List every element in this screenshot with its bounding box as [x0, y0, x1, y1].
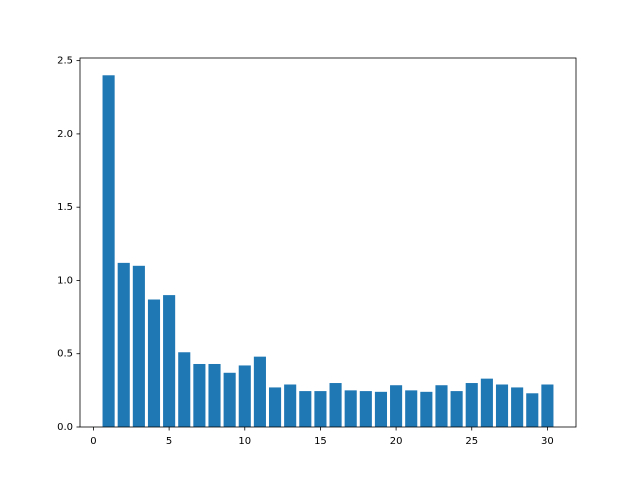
bar	[329, 383, 342, 427]
bar	[435, 385, 448, 427]
bar	[495, 384, 509, 427]
x-tick-label: 25	[465, 436, 478, 447]
bar	[117, 262, 130, 427]
bar	[253, 356, 266, 427]
bar	[208, 363, 221, 427]
bar	[238, 365, 251, 427]
y-tick-label: 1.0	[57, 275, 73, 286]
bar	[420, 391, 433, 427]
x-tick-label: 10	[238, 436, 251, 447]
bar	[344, 390, 357, 427]
x-tick-label: 20	[390, 436, 403, 447]
bar	[178, 352, 191, 427]
y-tick-label: 2.0	[57, 129, 73, 140]
bar	[223, 372, 236, 427]
bar	[480, 378, 493, 427]
bar	[405, 390, 418, 427]
bar	[374, 391, 388, 427]
bar	[314, 391, 327, 427]
bar	[511, 387, 524, 427]
x-tick-label: 30	[541, 436, 554, 447]
bar	[541, 384, 554, 427]
x-tick-label: 15	[314, 436, 327, 447]
x-tick-label: 0	[90, 436, 96, 447]
axes-frame	[79, 57, 577, 428]
bar	[299, 391, 312, 427]
bar	[163, 295, 176, 427]
bar	[359, 391, 372, 427]
y-tick-label: 0.5	[57, 349, 73, 360]
x-tick-label: 5	[166, 436, 172, 447]
y-tick-label: 1.5	[57, 202, 73, 213]
bar	[465, 383, 478, 427]
bar	[102, 75, 115, 427]
bar	[268, 387, 282, 427]
bar	[132, 265, 145, 427]
y-tick-label: 2.5	[57, 56, 73, 67]
bar	[526, 393, 539, 427]
bar	[450, 391, 463, 427]
bar	[193, 363, 206, 427]
bar	[147, 299, 161, 427]
bar	[284, 384, 297, 427]
bar	[390, 385, 403, 427]
y-tick-label: 0.0	[57, 422, 73, 433]
